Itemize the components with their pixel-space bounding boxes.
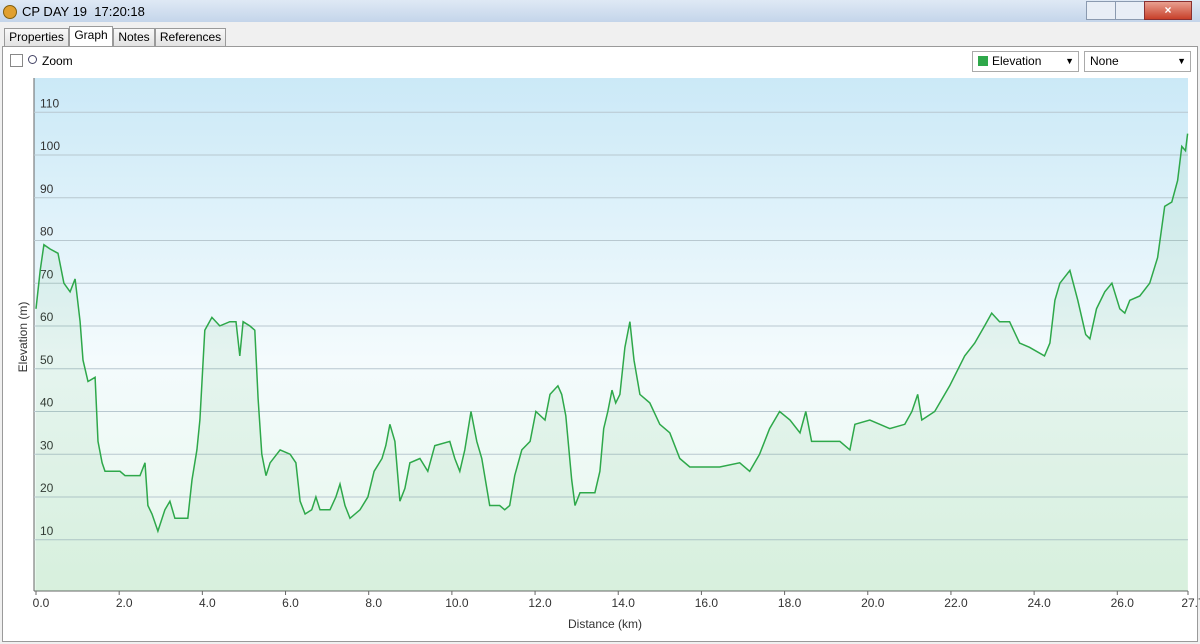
- zoom-label: Zoom: [42, 54, 73, 68]
- x-tick-label: 8.0: [365, 596, 382, 610]
- elevation-line: [35, 133, 1189, 534]
- series-dropdown[interactable]: Elevation ▼: [972, 51, 1079, 72]
- x-tick-label: 6.0: [282, 596, 299, 610]
- zoom-checkbox[interactable]: [10, 54, 23, 67]
- title-bar: CP DAY 19 17:20:18 ×: [0, 0, 1200, 22]
- x-tick-label: 2.0: [116, 596, 133, 610]
- y-tick-label: 30: [40, 438, 54, 452]
- y-tick-label: 20: [40, 481, 54, 495]
- x-tick-label: 20.0: [861, 596, 885, 610]
- x-tick-label: 4.0: [199, 596, 216, 610]
- y-tick-label: 10: [40, 524, 54, 538]
- tab-active[interactable]: Graph: [69, 26, 113, 46]
- y-tick-label: 60: [40, 310, 54, 324]
- y-tick-label: 90: [40, 182, 54, 196]
- x-tick-label: 18.0: [778, 596, 802, 610]
- y-tick-label: 40: [40, 396, 54, 410]
- zoom-icon: [28, 55, 37, 64]
- y-axis-label: Elevation (m): [16, 302, 30, 373]
- y-tick-label: 110: [40, 96, 59, 110]
- secondary-dropdown[interactable]: None ▼: [1084, 51, 1191, 72]
- window-title: CP DAY 19 17:20:18: [22, 4, 145, 19]
- tab[interactable]: Notes: [113, 28, 155, 46]
- x-tick-label: 27.7: [1181, 596, 1200, 610]
- y-tick-label: 100: [40, 139, 60, 153]
- x-tick-label: 10.0: [445, 596, 469, 610]
- area-fill: [36, 133, 1188, 591]
- x-tick-label: 14.0: [612, 596, 636, 610]
- x-tick-label: 12.0: [528, 596, 552, 610]
- y-tick-label: 70: [40, 267, 54, 281]
- x-tick-label: 24.0: [1027, 596, 1051, 610]
- plot-background: [34, 78, 1188, 591]
- app-icon: [3, 5, 17, 19]
- tab[interactable]: Properties: [4, 28, 69, 46]
- series-swatch: [978, 56, 988, 66]
- x-tick-label: 22.0: [944, 596, 968, 610]
- legend-entry: Elevation: [992, 54, 1042, 68]
- x-tick-label: 26.0: [1111, 596, 1135, 610]
- tab[interactable]: References: [155, 28, 226, 46]
- y-tick-label: 80: [40, 225, 54, 239]
- x-tick-label: 0.0: [33, 596, 50, 610]
- x-axis-label: Distance (km): [568, 617, 642, 631]
- y-tick-label: 50: [40, 353, 54, 367]
- secondary-label: None: [1090, 54, 1119, 68]
- x-tick-label: 16.0: [695, 596, 719, 610]
- close-button[interactable]: ×: [1144, 1, 1192, 20]
